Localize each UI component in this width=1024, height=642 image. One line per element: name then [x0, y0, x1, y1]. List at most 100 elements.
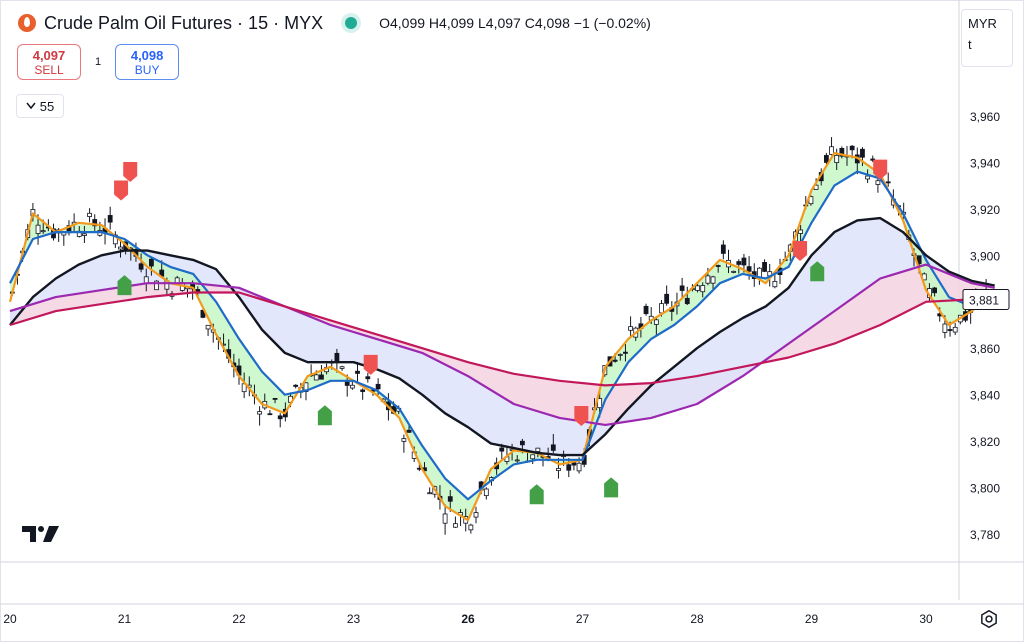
line-sma_purple — [9, 263, 995, 426]
scale-unit-panel[interactable]: MYR t — [961, 9, 1015, 67]
candle-body — [277, 415, 283, 420]
candle-body — [313, 374, 319, 381]
flame-icon — [18, 14, 36, 32]
candle-body — [82, 233, 87, 236]
candle-body — [932, 287, 937, 294]
candle-body — [40, 230, 46, 233]
sell-signal-marker[interactable] — [574, 405, 589, 426]
last-price-box[interactable] — [962, 288, 1010, 310]
sell-button[interactable]: 4,097 SELL — [17, 44, 81, 80]
candle-body — [406, 429, 412, 433]
candle-body — [798, 229, 804, 234]
currency-label[interactable]: MYR — [968, 16, 997, 31]
candle-body — [453, 523, 458, 528]
candle-body — [514, 459, 520, 462]
y-tick-label: 3,960 — [970, 110, 1000, 124]
last-price-label: 3,881 — [969, 293, 999, 307]
y-tick-label: 3,860 — [970, 342, 1000, 356]
sell-signal-marker[interactable] — [363, 354, 378, 375]
candle-body — [643, 305, 649, 315]
candle-body — [942, 323, 948, 333]
candle-body — [118, 246, 123, 250]
trade-panel: 4,097 SELL 1 4,098 BUY — [17, 44, 180, 80]
candle-body — [566, 464, 572, 471]
ohlc-readout: O4,099 H4,099 L4,097 C4,098 −1 (−0.02%) — [379, 15, 651, 31]
candle-body — [762, 262, 767, 272]
candle-body — [741, 257, 747, 266]
x-tick-label: 26 — [461, 612, 475, 626]
line-ema_slow — [9, 216, 995, 457]
candle-body — [401, 438, 407, 442]
candle-body — [576, 462, 582, 472]
candle-body — [149, 258, 154, 267]
candle-body — [355, 370, 360, 374]
candle-body — [829, 146, 834, 155]
candle-body — [952, 326, 958, 333]
y-tick-label: 3,820 — [970, 435, 1000, 449]
candle-body — [860, 148, 865, 158]
x-tick-label: 21 — [118, 612, 132, 626]
candle-body — [365, 376, 371, 380]
y-tick-label: 3,900 — [970, 249, 1000, 263]
sell-signal-marker[interactable] — [123, 161, 138, 182]
candle-body — [653, 319, 659, 325]
candle-body — [617, 354, 623, 356]
candle-body — [349, 384, 355, 389]
x-tick-label: 23 — [347, 612, 361, 626]
candle-body — [571, 462, 577, 466]
candle-body — [427, 492, 433, 495]
candle-body — [834, 155, 840, 163]
candle-body — [447, 496, 453, 502]
candle-body — [870, 158, 876, 161]
candle-body — [499, 447, 505, 452]
tradingview-logo-icon[interactable] — [22, 524, 60, 544]
candle-body — [535, 447, 541, 452]
candle-body — [556, 468, 561, 471]
candle-body — [885, 181, 891, 184]
candle-body — [710, 276, 716, 284]
candle-body — [205, 324, 211, 330]
candle-body — [849, 145, 855, 151]
candle-body — [695, 285, 700, 291]
indicator-collapse-button[interactable]: 55 — [16, 94, 64, 118]
buy-signal-marker[interactable] — [604, 477, 619, 498]
buy-signal-marker[interactable] — [810, 261, 825, 282]
candle-body — [530, 454, 536, 460]
candle-body — [293, 384, 299, 387]
unit-label[interactable]: t — [968, 37, 972, 52]
market-status-icon[interactable] — [345, 17, 358, 29]
candle-body — [154, 280, 159, 291]
candle-body — [334, 352, 340, 363]
sma-band-fill — [10, 264, 995, 425]
x-tick-label: 20 — [3, 612, 17, 626]
line-sma_crimson — [9, 291, 995, 387]
x-tick-label: 30 — [919, 612, 933, 626]
candle-body — [257, 411, 263, 415]
candle-body — [303, 382, 309, 393]
candle-body — [339, 366, 345, 369]
candle-body — [360, 389, 366, 392]
y-tick-label: 3,840 — [970, 389, 1000, 403]
buy-signal-marker[interactable] — [317, 405, 332, 426]
buy-button[interactable]: 4,098 BUY — [115, 44, 180, 80]
settings-gear-icon[interactable] — [978, 608, 1000, 630]
sell-signal-marker[interactable] — [793, 240, 808, 261]
candle-body — [947, 329, 953, 331]
candle-body — [684, 297, 690, 305]
symbol-title[interactable]: Crude Palm Oil Futures · 15 · MYX — [44, 12, 324, 33]
candle-body — [839, 147, 845, 157]
candle-body — [272, 397, 278, 400]
candle-body — [875, 180, 881, 185]
candle-body — [623, 351, 628, 354]
y-tick-label: 3,940 — [970, 156, 1000, 170]
x-tick-label: 22 — [232, 612, 246, 626]
candle-body — [597, 398, 603, 409]
candle-body — [700, 285, 706, 293]
x-tick-label: 27 — [576, 612, 590, 626]
buy-signal-marker[interactable] — [529, 484, 544, 505]
buy-signal-marker[interactable] — [117, 275, 132, 296]
candle-body — [87, 212, 92, 217]
sell-signal-marker[interactable] — [873, 159, 888, 180]
sell-signal-marker[interactable] — [114, 180, 129, 201]
